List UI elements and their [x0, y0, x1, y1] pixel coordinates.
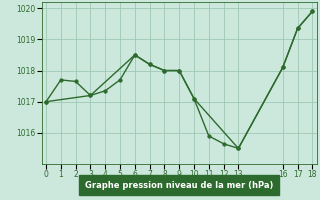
X-axis label: Graphe pression niveau de la mer (hPa): Graphe pression niveau de la mer (hPa)	[85, 181, 273, 190]
